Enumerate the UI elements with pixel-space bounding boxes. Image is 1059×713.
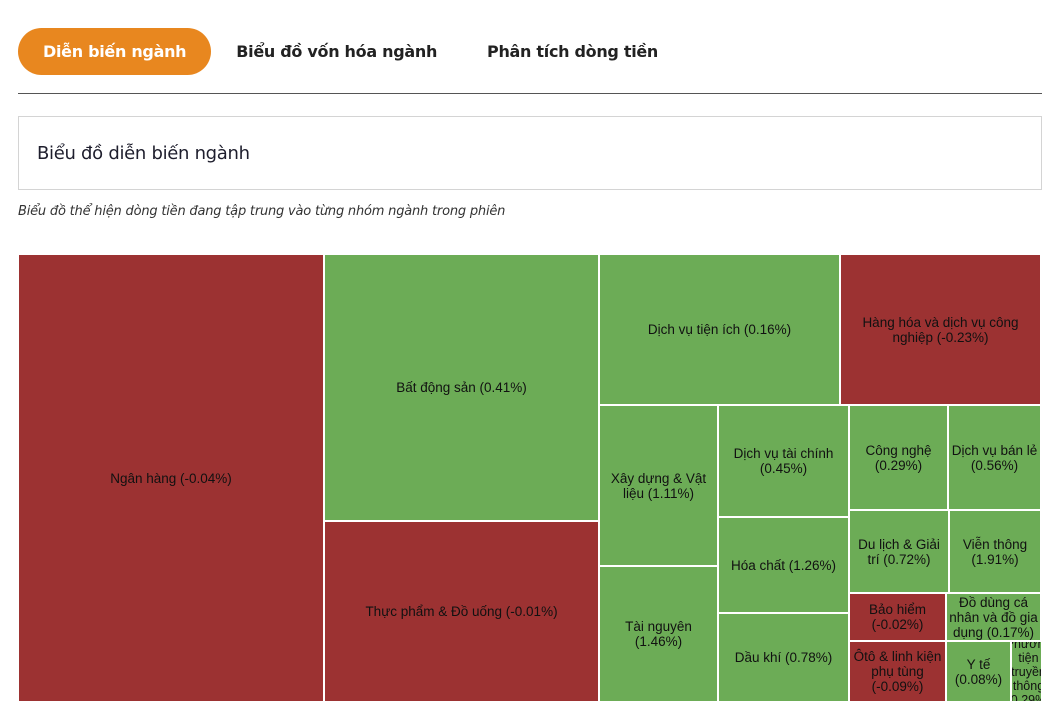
treemap-cell[interactable]: Thực phẩm & Đồ uống (-0.01%) <box>324 521 599 702</box>
treemap-cell-label: Công nghệ (0.29%) <box>865 442 932 473</box>
treemap-cell-label: Thực phẩm & Đồ uống (-0.01%) <box>365 604 558 619</box>
treemap-cell-label: Dịch vụ tiện ích (0.16%) <box>647 322 792 337</box>
treemap-cell-label: Bảo hiểm (-0.02%) <box>868 602 927 632</box>
treemap-cell[interactable]: Hóa chất (1.26%) <box>718 517 849 613</box>
treemap-cell[interactable]: Dịch vụ bán lẻ (0.56%) <box>948 405 1041 510</box>
tab-phan-tich-dong-tien[interactable]: Phân tích dòng tiền <box>487 42 659 61</box>
chart-subtitle: Biểu đồ thể hiện dòng tiền đang tập trun… <box>18 204 506 219</box>
treemap-cell[interactable]: Ngân hàng (-0.04%) <box>18 254 324 702</box>
treemap-cell-label: Dịch vụ tài chính (0.45%) <box>733 446 834 476</box>
treemap-cell-label: Hóa chất (1.26%) <box>730 557 837 573</box>
treemap-cell-label: Tài nguyên (1.46%) <box>625 619 692 649</box>
treemap-cell-label: Bất động sản (0.41%) <box>396 380 527 395</box>
treemap-cell[interactable]: Dầu khí (0.78%) <box>718 613 849 702</box>
treemap-cell[interactable]: Bất động sản (0.41%) <box>324 254 599 521</box>
tab-bar: Diễn biến ngành Biểu đồ vốn hóa ngành Ph… <box>18 28 683 75</box>
treemap-cell-label: Du lịch & Giải trí (0.72%) <box>858 536 940 567</box>
treemap-cell[interactable]: Phương tiện truyền thông (0.29%) <box>1011 641 1041 702</box>
tab-dien-bien-nganh[interactable]: Diễn biến ngành <box>18 28 212 75</box>
tab-bieu-do-von-hoa-nganh[interactable]: Biểu đồ vốn hóa ngành <box>236 42 438 61</box>
treemap-cell-label: Ngân hàng (-0.04%) <box>110 470 232 486</box>
treemap-cell-label: Ôtô & linh kiện phụ tùng (-0.09%) <box>853 649 942 694</box>
treemap-cell[interactable]: Tài nguyên (1.46%) <box>599 566 718 702</box>
treemap-cell[interactable]: Hàng hóa và dịch vụ công nghiệp (-0.23%) <box>840 254 1041 405</box>
industry-treemap: Ngân hàng (-0.04%) Bất động sản (0.41%) Th… <box>18 254 1041 702</box>
treemap-cell[interactable]: Dịch vụ tiện ích (0.16%) <box>599 254 840 405</box>
treemap-cell-label: Viễn thông (1.91%) <box>962 536 1028 567</box>
treemap-cell[interactable]: Dịch vụ tài chính (0.45%) <box>718 405 849 517</box>
treemap-cell[interactable]: Công nghệ (0.29%) <box>849 405 948 510</box>
treemap-cell-label: Hàng hóa và dịch vụ công nghiệp (-0.23%) <box>862 314 1019 345</box>
treemap-cell[interactable]: Đồ dùng cá nhân và đồ gia dụng (0.17%) <box>946 593 1041 641</box>
treemap-cell[interactable]: Viễn thông (1.91%) <box>949 510 1041 593</box>
treemap-cell[interactable]: Y tế (0.08%) <box>946 641 1011 702</box>
treemap-cell[interactable]: Ôtô & linh kiện phụ tùng (-0.09%) <box>849 641 946 702</box>
section-title: Biểu đồ diễn biến ngành <box>37 143 250 164</box>
tab-divider <box>18 93 1042 94</box>
treemap-cell[interactable]: Xây dựng & Vật liệu (1.11%) <box>599 405 718 566</box>
treemap-cell-label: Y tế (0.08%) <box>954 656 1003 687</box>
section-title-box: Biểu đồ diễn biến ngành <box>18 116 1042 190</box>
treemap-cell-label: Phương tiện truyền thông (0.29%) <box>1011 641 1041 702</box>
treemap-cell-label: Xây dựng & Vật liệu (1.11%) <box>610 470 707 501</box>
treemap-cell-label: Dịch vụ bán lẻ (0.56%) <box>951 442 1038 473</box>
treemap-cell[interactable]: Du lịch & Giải trí (0.72%) <box>849 510 949 593</box>
treemap-cell-label: Đồ dùng cá nhân và đồ gia dụng (0.17%) <box>949 594 1038 640</box>
treemap-cell-label: Dầu khí (0.78%) <box>734 650 833 665</box>
treemap-cell[interactable]: Bảo hiểm (-0.02%) <box>849 593 946 641</box>
